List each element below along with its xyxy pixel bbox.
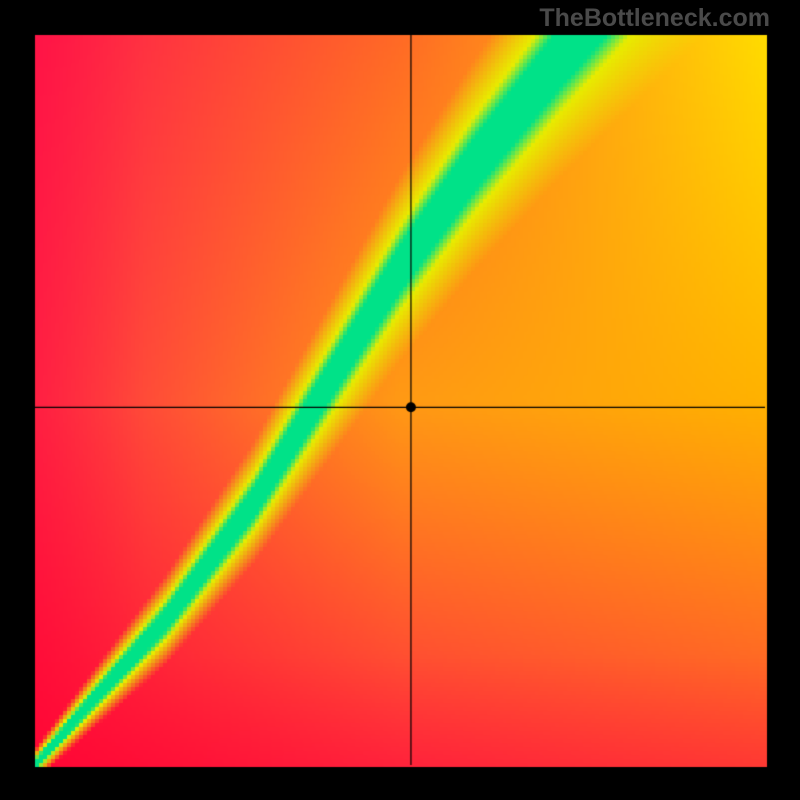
- watermark-text: TheBottleneck.com: [539, 4, 770, 33]
- heatmap-canvas: [0, 0, 800, 800]
- chart-container: TheBottleneck.com: [0, 0, 800, 800]
